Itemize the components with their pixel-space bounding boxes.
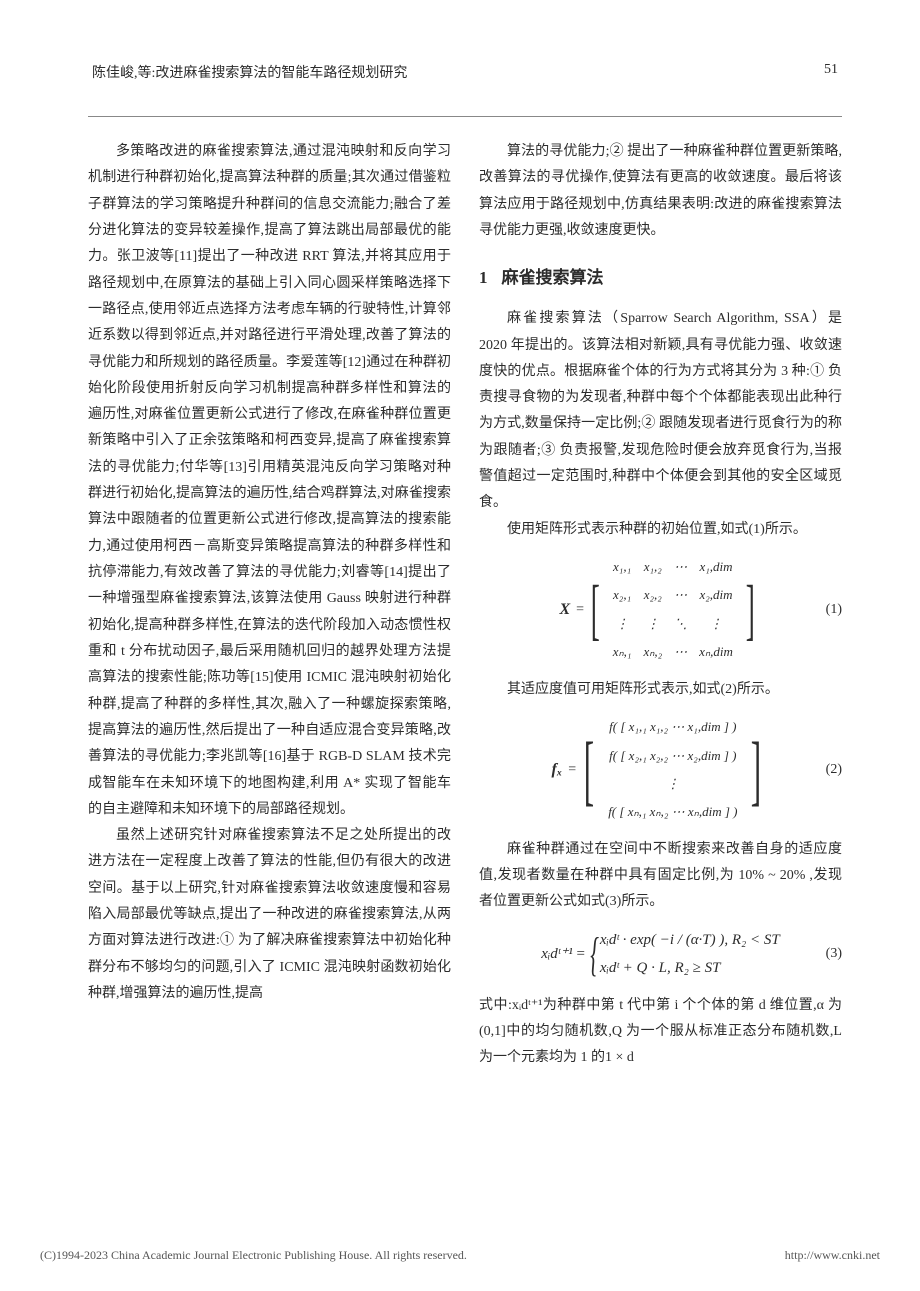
eq1-number: (1) — [826, 597, 842, 623]
equation-1: X = [ x₁,₁x₁,₂⋯x₁,dim x₂,₁x₂,₂⋯x₂,dim ⋮⋮… — [479, 553, 842, 667]
left-para-1: 多策略改进的麻雀搜索算法,通过混沌映射和反向学习机制进行种群初始化,提高算法种群… — [88, 139, 451, 823]
running-header: 陈佳峻,等:改进麻雀搜索算法的智能车路径规划研究 51 — [88, 62, 842, 88]
equation-3: xᵢdᵗ⁺¹ = { xᵢdᵗ · exp( −i / (α·T) ), R₂ … — [479, 926, 842, 983]
section-1-heading: 1 麻雀搜索算法 — [479, 262, 842, 294]
eq3-case2: xᵢdᵗ + Q · L, R₂ ≥ ST — [600, 954, 780, 983]
copyright-text: (C)1994-2023 China Academic Journal Elec… — [40, 1248, 467, 1263]
eq1-equals: = — [576, 597, 584, 623]
eq2-label: fₓ — [552, 755, 563, 785]
section-number: 1 — [479, 268, 488, 287]
footer-url: http://www.cnki.net — [785, 1248, 880, 1263]
page-number: 51 — [824, 62, 838, 82]
page-footer: (C)1994-2023 China Academic Journal Elec… — [40, 1248, 880, 1263]
eq1-label: X — [559, 595, 570, 625]
right-intro: 算法的寻优能力;② 提出了一种麻雀种群位置更新策略,改善算法的寻优操作,使算法有… — [479, 139, 842, 244]
sec1-p5: 式中:xᵢdᵗ⁺¹为种群中第 t 代中第 i 个个体的第 d 维位置,α 为(0… — [479, 993, 842, 1072]
sec1-p2: 使用矩阵形式表示种群的初始位置,如式(1)所示。 — [479, 517, 842, 543]
page-container: 陈佳峻,等:改进麻雀搜索算法的智能车路径规划研究 51 多策略改进的麻雀搜索算法… — [0, 0, 920, 1112]
left-column: 多策略改进的麻雀搜索算法,通过混沌映射和反向学习机制进行种群初始化,提高算法种群… — [88, 139, 451, 1072]
eq1-matrix: x₁,₁x₁,₂⋯x₁,dim x₂,₁x₂,₂⋯x₂,dim ⋮⋮⋱⋮ xₙ,… — [607, 553, 739, 667]
two-column-body: 多策略改进的麻雀搜索算法,通过混沌映射和反向学习机制进行种群初始化,提高算法种群… — [88, 139, 842, 1072]
equation-2: fₓ = [ f( [ x₁,₁ x₁,₂ ⋯ x₁,dim ] ) f( [ … — [479, 713, 842, 827]
sec1-p3: 其适应度值可用矩阵形式表示,如式(2)所示。 — [479, 677, 842, 703]
sec1-p1: 麻雀搜索算法（Sparrow Search Algorithm, SSA）是 2… — [479, 306, 842, 517]
eq2-matrix: f( [ x₁,₁ x₁,₂ ⋯ x₁,dim ] ) f( [ x₂,₁ x₂… — [602, 713, 743, 827]
sec1-p4: 麻雀种群通过在空间中不断搜索来改善自身的适应度值,发现者数量在种群中具有固定比例… — [479, 837, 842, 916]
eq3-equals: = — [576, 940, 584, 968]
eq2-number: (2) — [826, 757, 842, 783]
eq2-equals: = — [568, 757, 576, 783]
eq3-lhs: xᵢdᵗ⁺¹ — [541, 940, 572, 968]
eq3-number: (3) — [826, 941, 842, 967]
eq3-case1: xᵢdᵗ · exp( −i / (α·T) ), R₂ < ST — [600, 926, 780, 955]
header-rule — [88, 116, 842, 117]
right-column: 算法的寻优能力;② 提出了一种麻雀种群位置更新策略,改善算法的寻优操作,使算法有… — [479, 139, 842, 1072]
left-para-2: 虽然上述研究针对麻雀搜索算法不足之处所提出的改进方法在一定程度上改善了算法的性能… — [88, 823, 451, 1007]
header-title: 陈佳峻,等:改进麻雀搜索算法的智能车路径规划研究 — [92, 62, 407, 82]
section-title: 麻雀搜索算法 — [502, 268, 604, 287]
